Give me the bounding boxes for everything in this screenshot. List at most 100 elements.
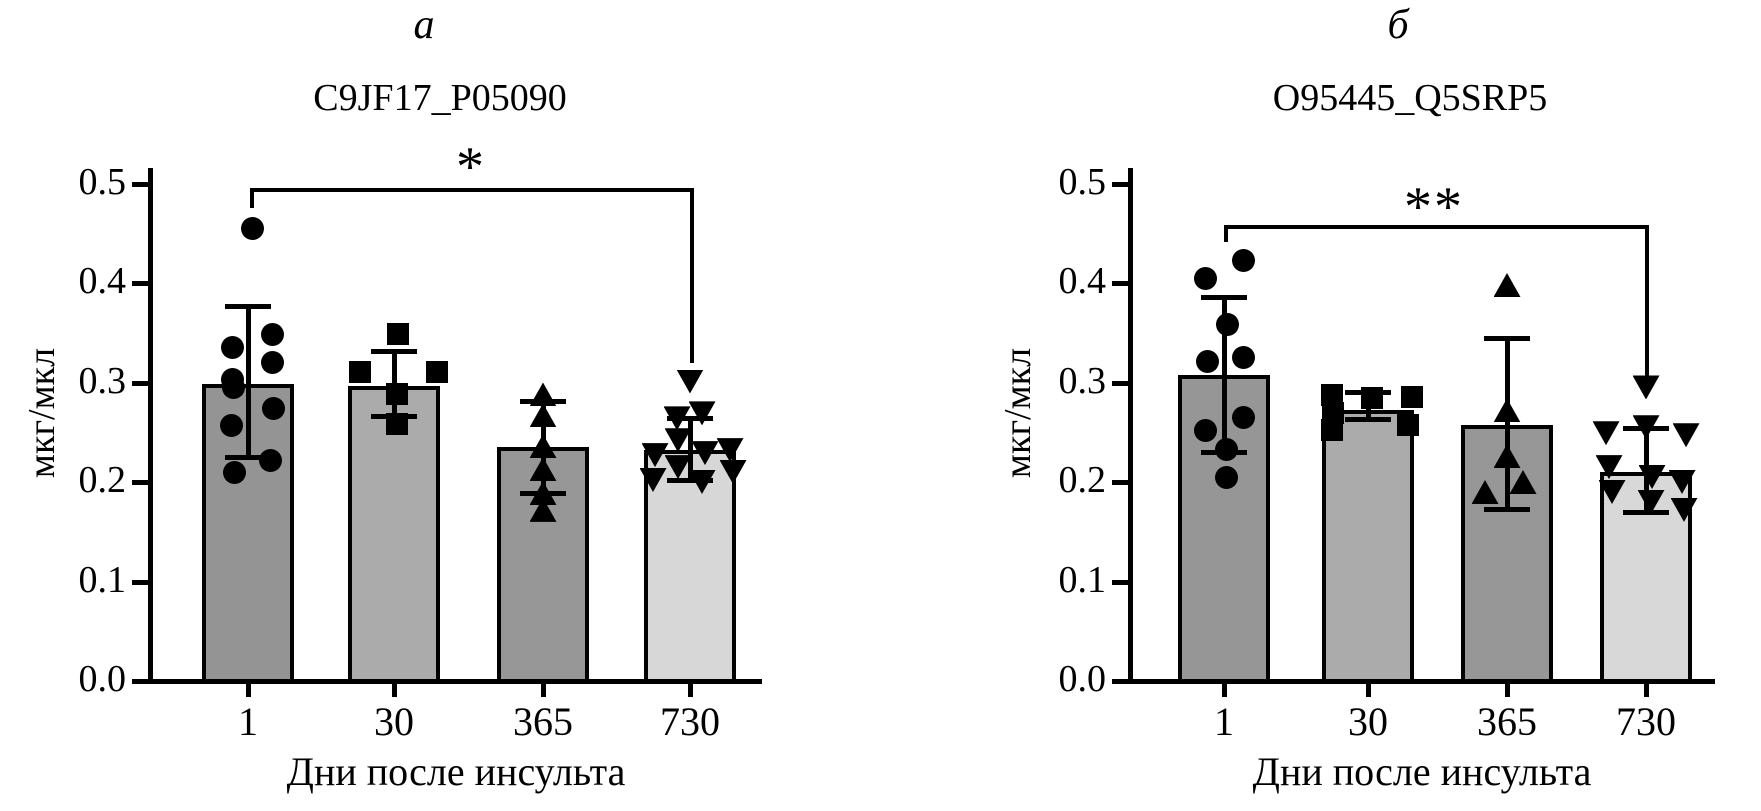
data-point-square xyxy=(1397,414,1419,437)
y-tick xyxy=(1112,679,1128,684)
x-tick-label: 365 xyxy=(1477,699,1537,744)
x-tick xyxy=(246,684,251,697)
significance-bracket-left-drop xyxy=(1224,225,1228,242)
data-point-circle xyxy=(1214,465,1238,489)
data-point-square xyxy=(349,360,371,383)
error-bar-cap-top xyxy=(1484,336,1530,341)
data-point-circle xyxy=(222,460,246,484)
y-tick-label: 0.1 xyxy=(1058,558,1107,601)
y-tick-label: 0.2 xyxy=(78,459,127,501)
data-point-circle xyxy=(258,448,282,472)
data-point-triangle-down xyxy=(676,369,704,394)
data-point-circle xyxy=(1231,346,1255,370)
data-point-circle xyxy=(1215,313,1239,337)
y-tick-label: 0.4 xyxy=(78,260,127,302)
error-bar-cap-top xyxy=(225,304,271,309)
significance-bracket-horizontal xyxy=(1224,225,1649,229)
data-point-circle xyxy=(260,323,284,347)
x-tick-label: 30 xyxy=(1348,699,1388,744)
error-bar-cap-bottom xyxy=(1623,510,1669,515)
y-tick-label: 0.0 xyxy=(1058,658,1107,700)
data-point-circle xyxy=(1214,437,1238,461)
error-bar-cap-bottom xyxy=(667,478,713,483)
significance-bracket-right-drop xyxy=(1645,225,1649,380)
y-tick xyxy=(1112,281,1128,286)
y-tick xyxy=(1112,380,1128,386)
x-tick-label: 30 xyxy=(374,699,414,744)
y-tick-label: 0.4 xyxy=(1058,260,1107,302)
y-tick xyxy=(1112,181,1128,187)
y-tick xyxy=(132,181,148,187)
panel-letter-b: б xyxy=(1387,2,1409,48)
data-point-square xyxy=(1361,387,1383,410)
x-tick xyxy=(1505,684,1510,697)
y-tick-label: 0.3 xyxy=(78,359,127,402)
data-point-circle xyxy=(1193,418,1217,442)
data-point-circle xyxy=(1195,350,1219,374)
y-tick xyxy=(132,679,148,684)
data-point-circle xyxy=(220,336,244,360)
y-tick-label: 0.2 xyxy=(1058,459,1107,501)
y-tick-label: 0.3 xyxy=(1058,359,1107,402)
data-point-circle xyxy=(260,351,284,375)
error-bar-cap-top xyxy=(371,349,417,354)
x-axis-line xyxy=(1128,679,1715,684)
x-axis-label-a: Дни после инсульта xyxy=(286,749,626,794)
data-point-square xyxy=(386,383,408,406)
data-point-triangle-up xyxy=(529,382,557,407)
y-tick xyxy=(1112,480,1128,485)
y-tick xyxy=(1112,579,1128,585)
error-bar-cap-bottom xyxy=(1484,507,1530,512)
data-point-circle xyxy=(261,396,285,420)
x-axis-label-b: Дни после инсульта xyxy=(1252,749,1592,794)
significance-label-a: * xyxy=(456,136,486,198)
y-tick xyxy=(132,281,148,286)
data-point-square xyxy=(1321,419,1343,442)
panel-title-b: O95445_Q5SRP5 xyxy=(1272,77,1548,119)
error-bar-line xyxy=(688,418,693,480)
y-tick xyxy=(132,579,148,585)
y-tick xyxy=(132,480,148,485)
data-point-triangle-up xyxy=(1493,272,1521,297)
panel-title-a: C9JF17_P05090 xyxy=(313,77,567,119)
x-tick xyxy=(1366,684,1371,697)
data-point-circle xyxy=(1231,405,1255,429)
significance-bracket-horizontal xyxy=(250,188,694,192)
data-point-circle xyxy=(219,413,243,437)
x-tick xyxy=(392,684,397,697)
data-point-square xyxy=(386,413,408,436)
significance-bracket-left-drop xyxy=(250,188,254,208)
y-tick-label: 0.0 xyxy=(78,658,127,700)
data-point-triangle-down xyxy=(1672,423,1700,448)
error-bar-cap-top xyxy=(667,416,713,421)
data-point-triangle-up xyxy=(529,403,557,428)
x-tick-label: 730 xyxy=(1616,699,1676,744)
data-point-circle xyxy=(1193,266,1217,290)
data-point-square xyxy=(426,360,448,383)
data-point-circle xyxy=(1231,248,1255,272)
x-axis-line xyxy=(148,679,762,684)
error-bar-line xyxy=(1505,338,1510,509)
panel-letter-a: а xyxy=(413,2,435,48)
x-tick xyxy=(688,684,693,697)
data-point-square xyxy=(1321,384,1343,407)
bar-730 xyxy=(644,450,736,683)
error-bar-cap-top xyxy=(1201,295,1247,300)
bar-30 xyxy=(1322,410,1414,683)
significance-bracket-right-drop xyxy=(690,188,694,363)
data-point-circle xyxy=(240,216,264,240)
y-axis-line xyxy=(148,168,153,684)
x-tick xyxy=(541,684,546,697)
x-tick-label: 1 xyxy=(1214,699,1234,744)
data-point-square xyxy=(387,322,409,345)
x-tick xyxy=(1222,684,1227,697)
y-tick-label: 0.5 xyxy=(78,160,127,203)
error-bar-cap-bottom xyxy=(1345,417,1391,422)
data-point-triangle-down xyxy=(1592,421,1620,446)
x-tick-label: 365 xyxy=(513,699,573,744)
x-tick-label: 730 xyxy=(660,699,720,744)
data-point-square xyxy=(1322,402,1344,425)
y-tick-label: 0.5 xyxy=(1058,160,1107,203)
data-point-triangle-up xyxy=(1493,398,1521,423)
data-point-circle xyxy=(221,375,245,399)
